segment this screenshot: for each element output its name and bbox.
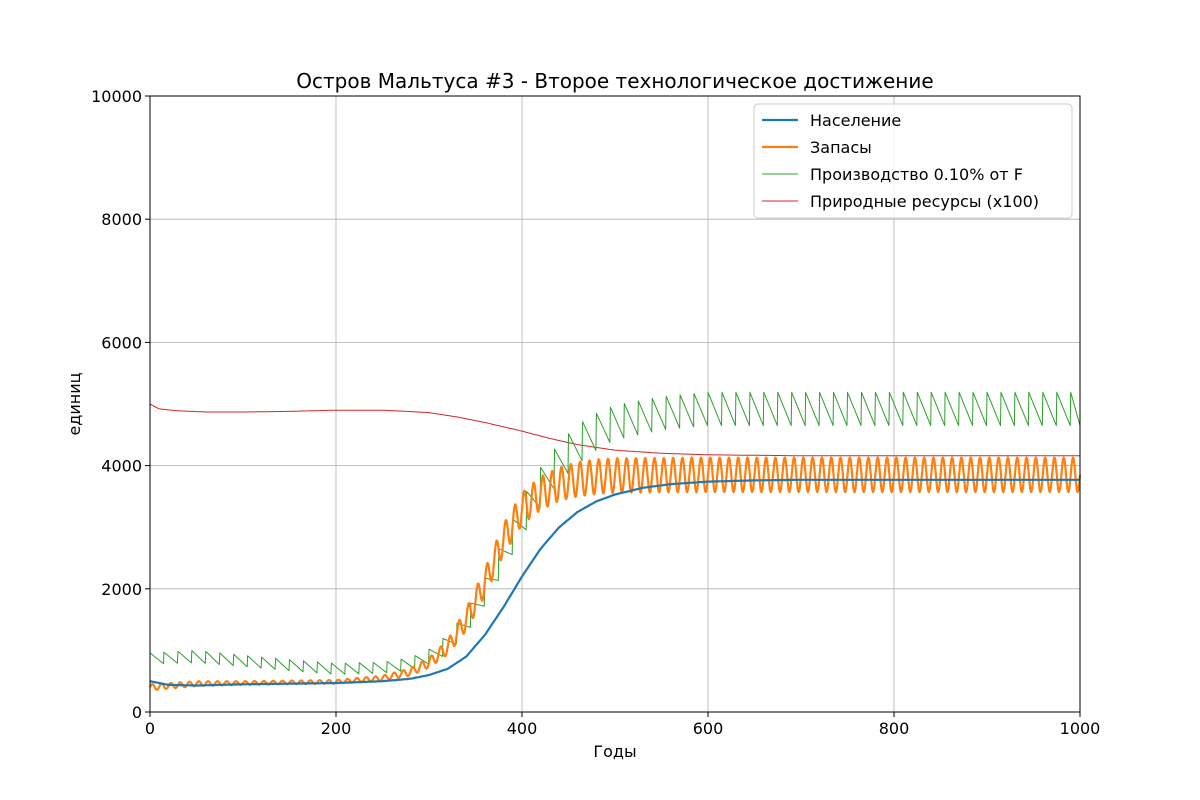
legend: Население Запасы Производство 0.10% от F Пр… (753, 103, 1073, 219)
chart-title: Остров Мальтуса #3 - Второе технологичес… (296, 69, 933, 93)
series-line-production (149, 391, 1081, 675)
legend-label-stocks: Запасы (810, 138, 872, 157)
x-tick-label: 200 (321, 719, 352, 738)
x-tick-label: 600 (693, 719, 724, 738)
series-line-population (149, 478, 1080, 687)
legend-label-production: Производство 0.10% от F (810, 165, 1023, 184)
x-axis-label: Годы (593, 742, 636, 761)
y-tick-label: 6000 (101, 333, 142, 352)
y-tick-label: 0 (132, 703, 142, 722)
x-tick-label: 800 (879, 719, 910, 738)
y-tick-label: 4000 (101, 457, 142, 476)
y-tick-label: 8000 (101, 210, 142, 229)
series-line-resources (149, 403, 1080, 457)
legend-label-population: Население (810, 111, 901, 130)
plot-frame (149, 95, 1081, 713)
x-tick-label: 0 (145, 719, 155, 738)
x-tick-label: 400 (507, 719, 538, 738)
plot-lines (149, 391, 1082, 691)
y-axis-label: единиц (65, 372, 84, 435)
y-tick-label: 2000 (101, 580, 142, 599)
legend-box (753, 103, 1073, 219)
y-tick-label: 10000 (91, 87, 142, 106)
legend-label-resources: Природные ресурсы (x100) (810, 192, 1039, 211)
x-tick-label: 1000 (1060, 719, 1101, 738)
